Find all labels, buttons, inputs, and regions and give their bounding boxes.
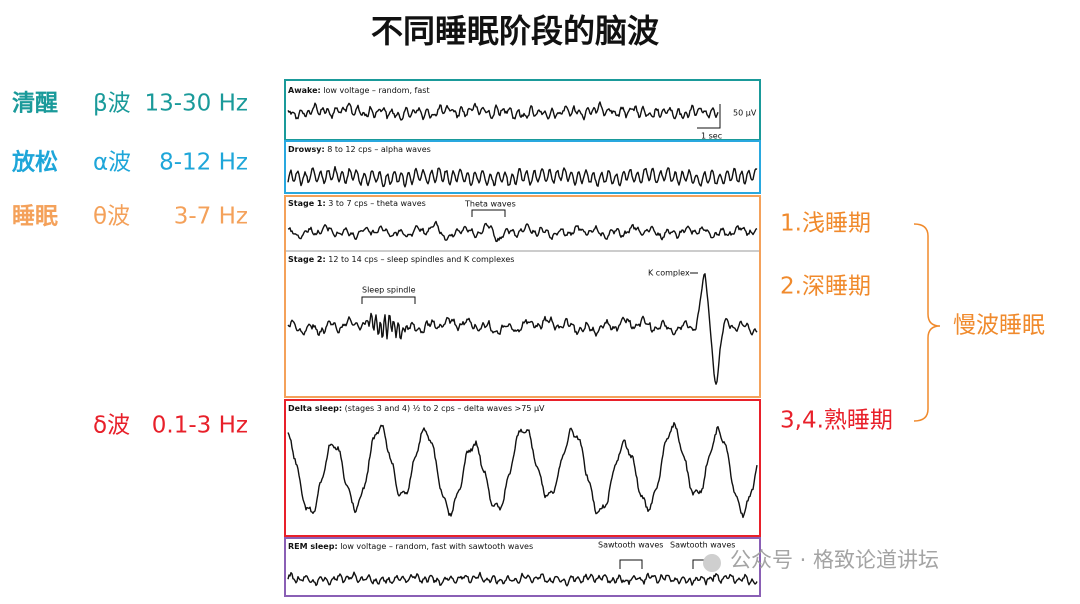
stage-name: Stage 1: [288, 199, 326, 208]
bracket-label: 慢波睡眠 [953, 313, 1045, 339]
annotation: Sawtooth waves [670, 541, 735, 550]
stage-name: Stage 2: [288, 255, 326, 264]
panel-label: Awake: low voltage – random, fast [288, 86, 430, 95]
stage-name: Awake: [288, 86, 321, 95]
panel-border [284, 399, 761, 537]
eeg-trace [287, 273, 758, 385]
annotation: Sawtooth waves [598, 541, 663, 550]
eeg-trace [287, 166, 758, 188]
eeg-trace [287, 101, 719, 121]
wave-range: 0.1-3 Hz [152, 413, 248, 439]
wave-range: 13-30 Hz [144, 91, 248, 117]
eeg-trace [287, 422, 758, 519]
panel-label: REM sleep: low voltage – random, fast wi… [288, 542, 533, 551]
eeg-traces [287, 101, 758, 587]
annotation: 1 sec [701, 132, 722, 141]
panel-label: Drowsy: 8 to 12 cps – alpha waves [288, 145, 431, 154]
stage-description: low voltage – random, fast [323, 86, 429, 95]
wave-symbol: α波 [93, 150, 131, 176]
scale-bar [697, 104, 721, 129]
stage-description: low voltage – random, fast with sawtooth… [340, 542, 533, 551]
title: 不同睡眠阶段的脑波 [371, 12, 659, 50]
state-label: 放松 [11, 149, 58, 176]
stage-description: 3 to 7 cps – theta waves [328, 199, 426, 208]
stage-description: 12 to 14 cps – sleep spindles and K comp… [328, 255, 514, 264]
stage-label: 3,4.熟睡期 [780, 408, 893, 434]
stage-name: Drowsy: [288, 145, 325, 154]
panel-border [284, 195, 761, 398]
wave-range: 3-7 Hz [174, 204, 248, 230]
watermark: 公众号 · 格致论道讲坛 [730, 548, 939, 572]
wave-symbol: θ波 [93, 204, 130, 230]
wave-symbol: β波 [93, 91, 131, 117]
state-label: 清醒 [12, 91, 58, 117]
stage-label: 1.浅睡期 [780, 211, 871, 237]
wave-range: 8-12 Hz [159, 150, 248, 176]
panel-border [284, 140, 761, 194]
annotation: Theta waves [464, 200, 516, 209]
annotation: 50 µV [733, 109, 757, 118]
eeg-trace [287, 571, 758, 587]
stage-description: 8 to 12 cps – alpha waves [327, 145, 431, 154]
annotation: K complex [648, 269, 690, 278]
annotation: Sleep spindle [362, 286, 416, 295]
stage-name: Delta sleep: [288, 404, 342, 413]
watermark-icon [703, 554, 721, 572]
panel-label: Stage 2: 12 to 14 cps – sleep spindles a… [288, 255, 514, 264]
panel-label: Delta sleep: (stages 3 and 4) ½ to 2 cps… [288, 404, 545, 413]
stage-description: (stages 3 and 4) ½ to 2 cps – delta wave… [345, 404, 545, 413]
panel-label: Stage 1: 3 to 7 cps – theta waves [288, 199, 426, 208]
stage-name: REM sleep: [288, 542, 338, 551]
wave-symbol: δ波 [93, 413, 130, 439]
panel-border [284, 537, 761, 597]
bracket [913, 223, 941, 422]
annotation-bracket [471, 209, 506, 217]
stage-label: 2.深睡期 [780, 274, 871, 300]
annotation-bracket [619, 559, 643, 569]
annotation-bracket [361, 296, 416, 304]
eeg-trace [287, 220, 758, 243]
state-label: 睡眠 [12, 204, 58, 230]
